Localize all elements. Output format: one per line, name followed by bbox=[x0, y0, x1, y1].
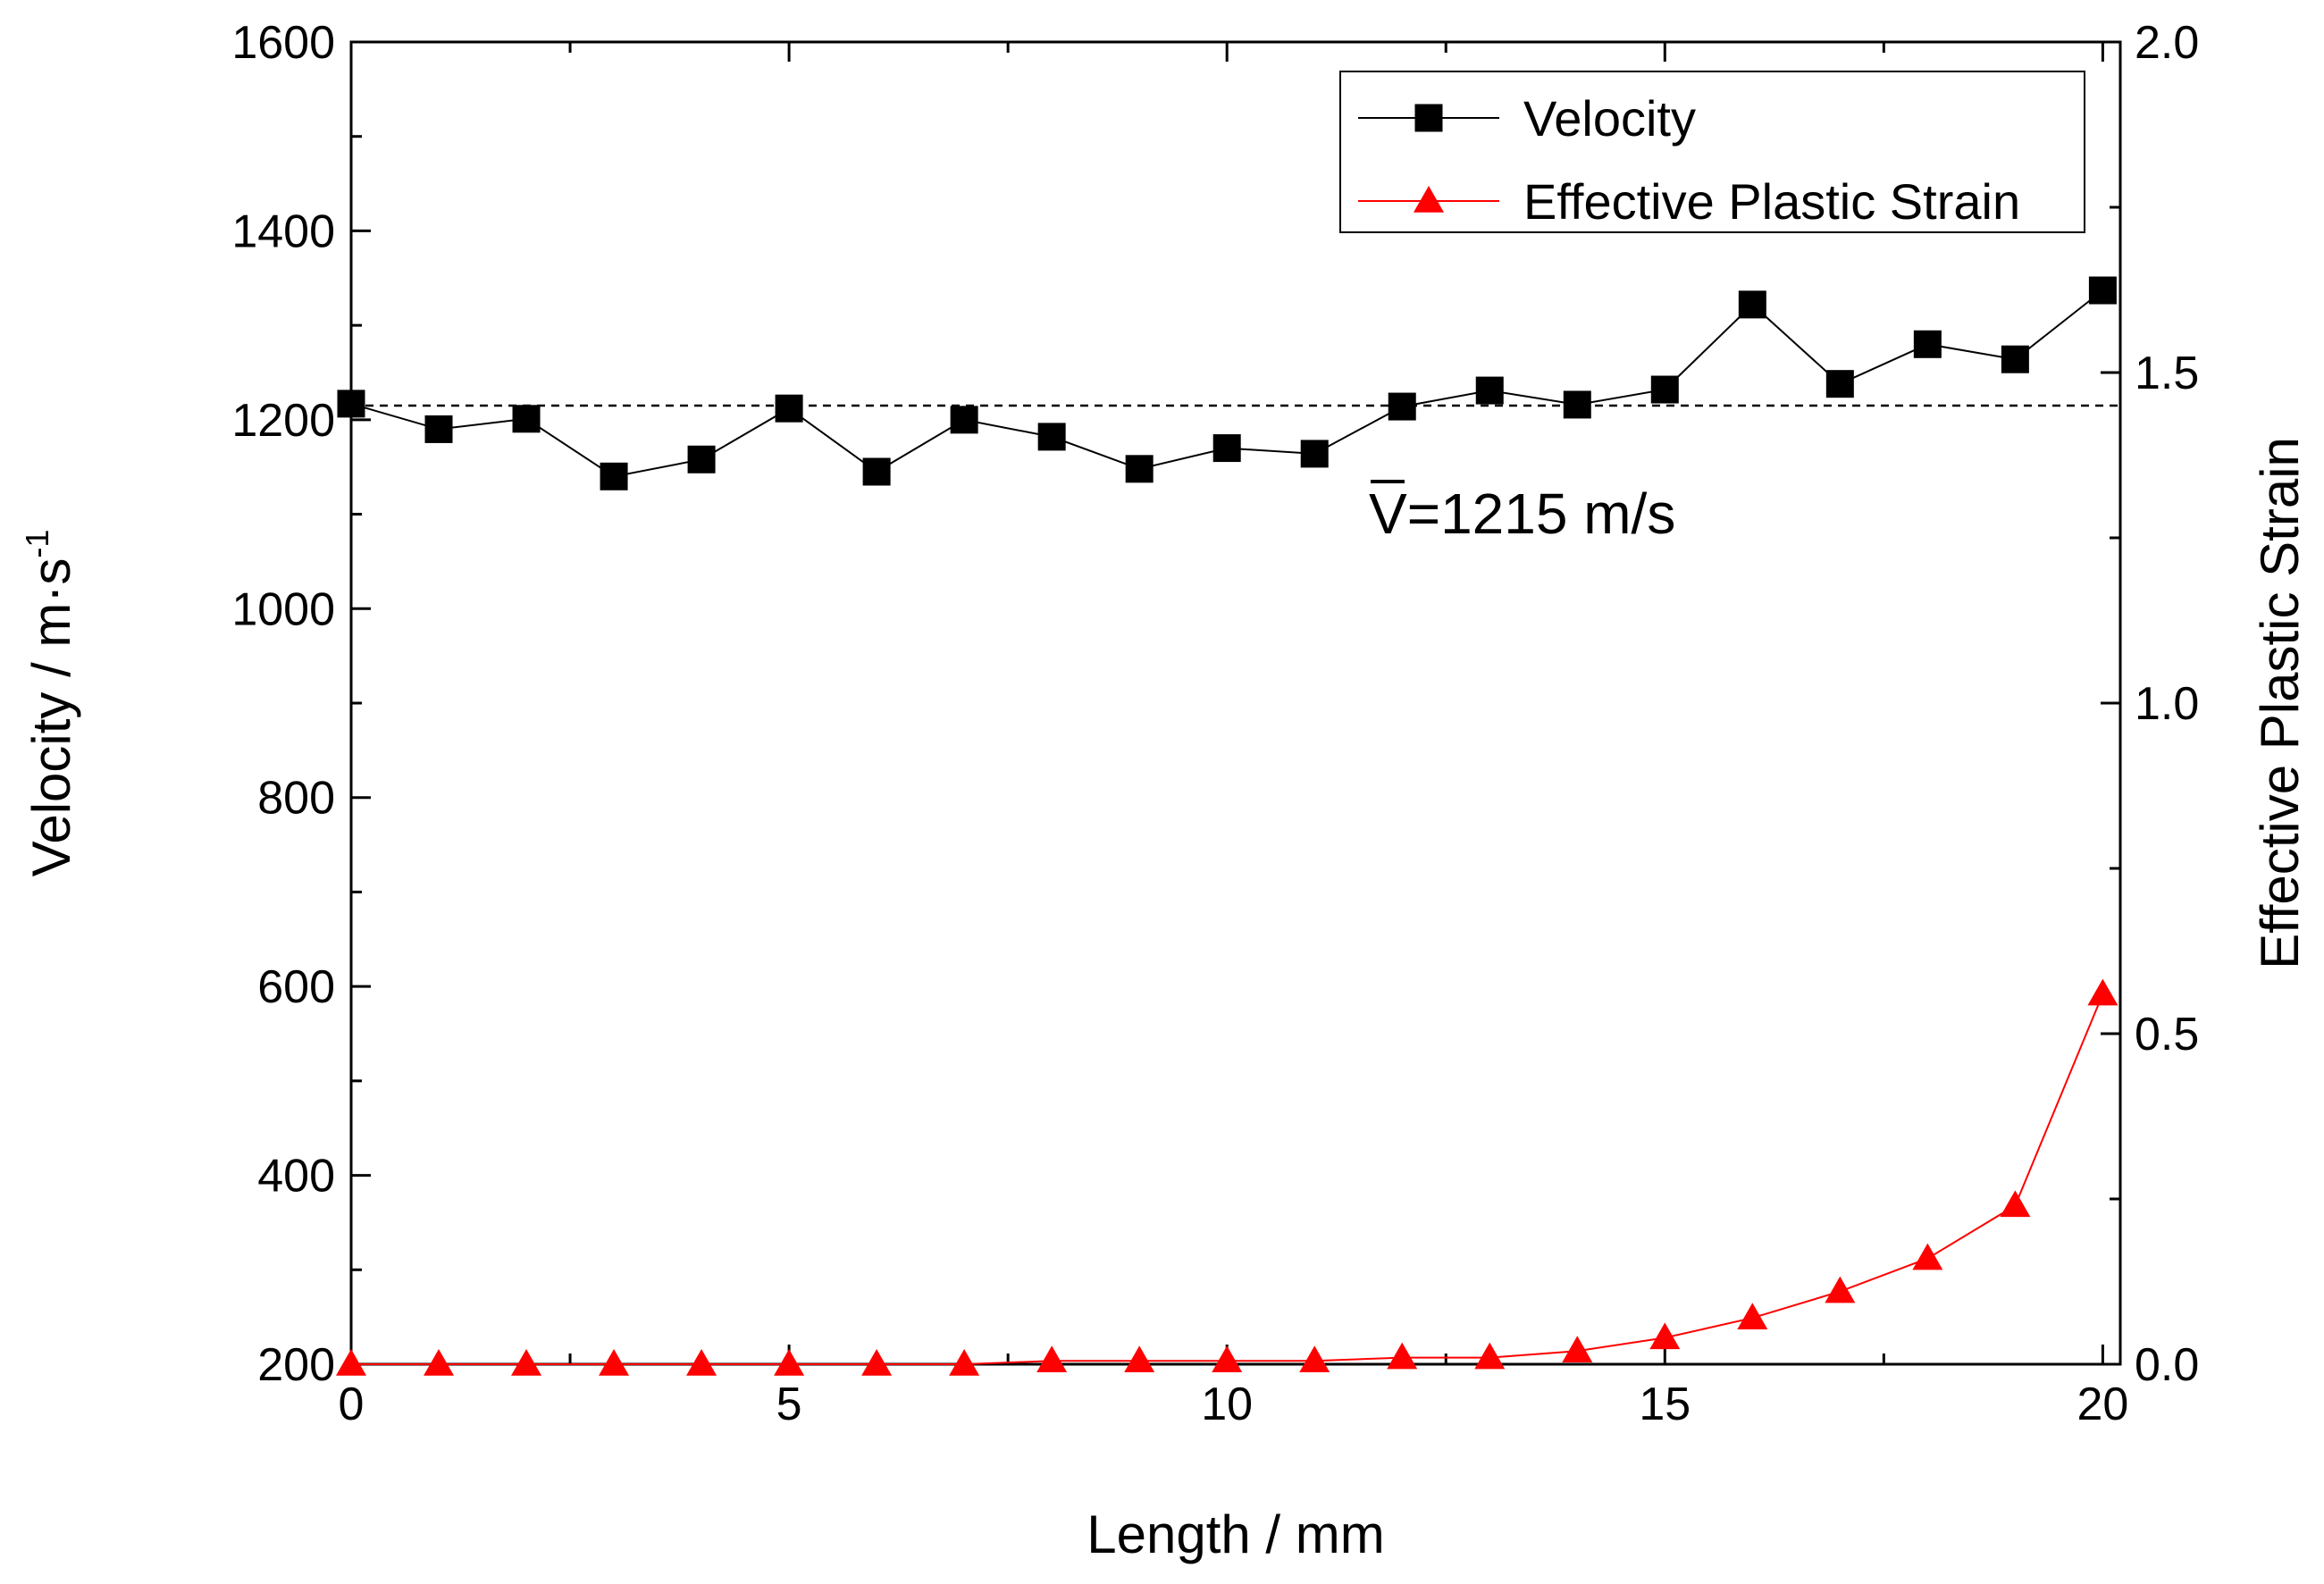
velocity-point bbox=[1475, 376, 1504, 405]
y-right-tick-label: 0.0 bbox=[2135, 1339, 2199, 1391]
effective-plastic-strain-point bbox=[424, 1349, 455, 1376]
velocity-point bbox=[1563, 390, 1591, 419]
effective-plastic-strain-point bbox=[1387, 1342, 1418, 1370]
y-left-tick-label: 200 bbox=[257, 1339, 335, 1391]
effective-plastic-strain-line bbox=[351, 993, 2104, 1365]
velocity-point bbox=[775, 394, 803, 423]
velocity-point bbox=[337, 390, 365, 418]
plot-frame bbox=[349, 40, 2122, 1366]
velocity-point bbox=[862, 457, 891, 486]
effective-plastic-strain-point bbox=[1212, 1345, 1243, 1373]
y-left-tick-label: 600 bbox=[257, 961, 335, 1013]
y-right-axis-title: Effective Plastic Strain bbox=[2250, 437, 2310, 969]
x-tick-label: 10 bbox=[1201, 1379, 1253, 1430]
velocity-point bbox=[512, 405, 541, 433]
x-tick-label: 20 bbox=[2076, 1379, 2128, 1430]
legend-marker-velocity bbox=[1414, 104, 1443, 132]
effective-plastic-strain-point bbox=[1562, 1336, 1593, 1362]
y-left-tick-label: 400 bbox=[257, 1151, 335, 1203]
legend-label-effective-plastic-strain: Effective Plastic Strain bbox=[1523, 173, 2020, 230]
effective-plastic-strain-point bbox=[1124, 1345, 1155, 1373]
mean-velocity-value: =1215 m/s bbox=[1407, 482, 1676, 546]
y-right-tick-label: 1.0 bbox=[2135, 678, 2199, 730]
effective-plastic-strain-point bbox=[2087, 978, 2118, 1006]
legend-label-velocity: Velocity bbox=[1523, 90, 1696, 147]
effective-plastic-strain-point bbox=[861, 1349, 893, 1376]
velocity-point bbox=[600, 462, 628, 490]
effective-plastic-strain-point bbox=[686, 1349, 717, 1376]
y-left-axis-title: Velocity / m·s-1 bbox=[19, 530, 81, 877]
y-left-tick-label: 1400 bbox=[231, 205, 335, 257]
effective-plastic-strain-point bbox=[949, 1349, 980, 1376]
velocity-point bbox=[1738, 290, 1766, 319]
y-right-tick-label: 2.0 bbox=[2135, 17, 2199, 69]
velocity-point bbox=[1300, 440, 1329, 468]
velocity-point bbox=[2088, 276, 2117, 305]
effective-plastic-strain-point bbox=[511, 1349, 542, 1376]
mean-velocity-symbol: V bbox=[1369, 482, 1407, 546]
effective-plastic-strain-point bbox=[1649, 1322, 1681, 1350]
y-left-tick-label: 1600 bbox=[231, 17, 335, 69]
x-tick-label: 0 bbox=[339, 1379, 365, 1430]
x-axis-title: Length / mm bbox=[1086, 1504, 1385, 1564]
effective-plastic-strain-point bbox=[599, 1349, 630, 1376]
effective-plastic-strain-point bbox=[1299, 1345, 1330, 1373]
effective-plastic-strain-point bbox=[1825, 1276, 1856, 1303]
velocity-point bbox=[1825, 370, 1854, 398]
y-left-tick-label: 1000 bbox=[231, 583, 335, 635]
effective-plastic-strain-point bbox=[1912, 1243, 1943, 1270]
velocity-point bbox=[2001, 345, 2029, 373]
effective-plastic-strain-point bbox=[336, 1349, 366, 1376]
effective-plastic-strain-point bbox=[1036, 1345, 1068, 1373]
velocity-point bbox=[950, 406, 978, 434]
velocity-point bbox=[1125, 455, 1154, 483]
y-left-axis-title-exponent: -1 bbox=[19, 530, 55, 558]
effective-plastic-strain-point bbox=[1474, 1342, 1506, 1370]
velocity-point bbox=[687, 445, 716, 474]
effective-plastic-strain-point bbox=[1737, 1303, 1768, 1329]
effective-plastic-strain-point bbox=[774, 1349, 805, 1376]
y-left-tick-label: 800 bbox=[257, 773, 335, 825]
effective-plastic-strain-point bbox=[2000, 1190, 2031, 1218]
velocity-point bbox=[1037, 423, 1066, 451]
mean-velocity-annotation: V=1215 m/s bbox=[1369, 482, 1675, 546]
x-tick-label: 5 bbox=[776, 1379, 802, 1430]
y-right-tick-label: 1.5 bbox=[2135, 348, 2199, 399]
velocity-point bbox=[1913, 330, 1942, 358]
plot-area: 0 5 10 15 20 200 400 600 800 1000 1200 1400 1600 0.0 0… bbox=[19, 17, 2310, 1564]
x-tick-label: 15 bbox=[1639, 1379, 1691, 1430]
velocity-point bbox=[1388, 392, 1416, 421]
y-right-tick-label: 0.5 bbox=[2135, 1009, 2199, 1060]
legend-marker-effective-plastic-strain bbox=[1414, 186, 1444, 213]
velocity-point bbox=[424, 415, 453, 443]
y-left-tick-label: 1200 bbox=[231, 395, 335, 447]
velocity-point bbox=[1650, 375, 1679, 404]
velocity-point bbox=[1212, 434, 1241, 463]
legend-box bbox=[1339, 71, 2085, 233]
